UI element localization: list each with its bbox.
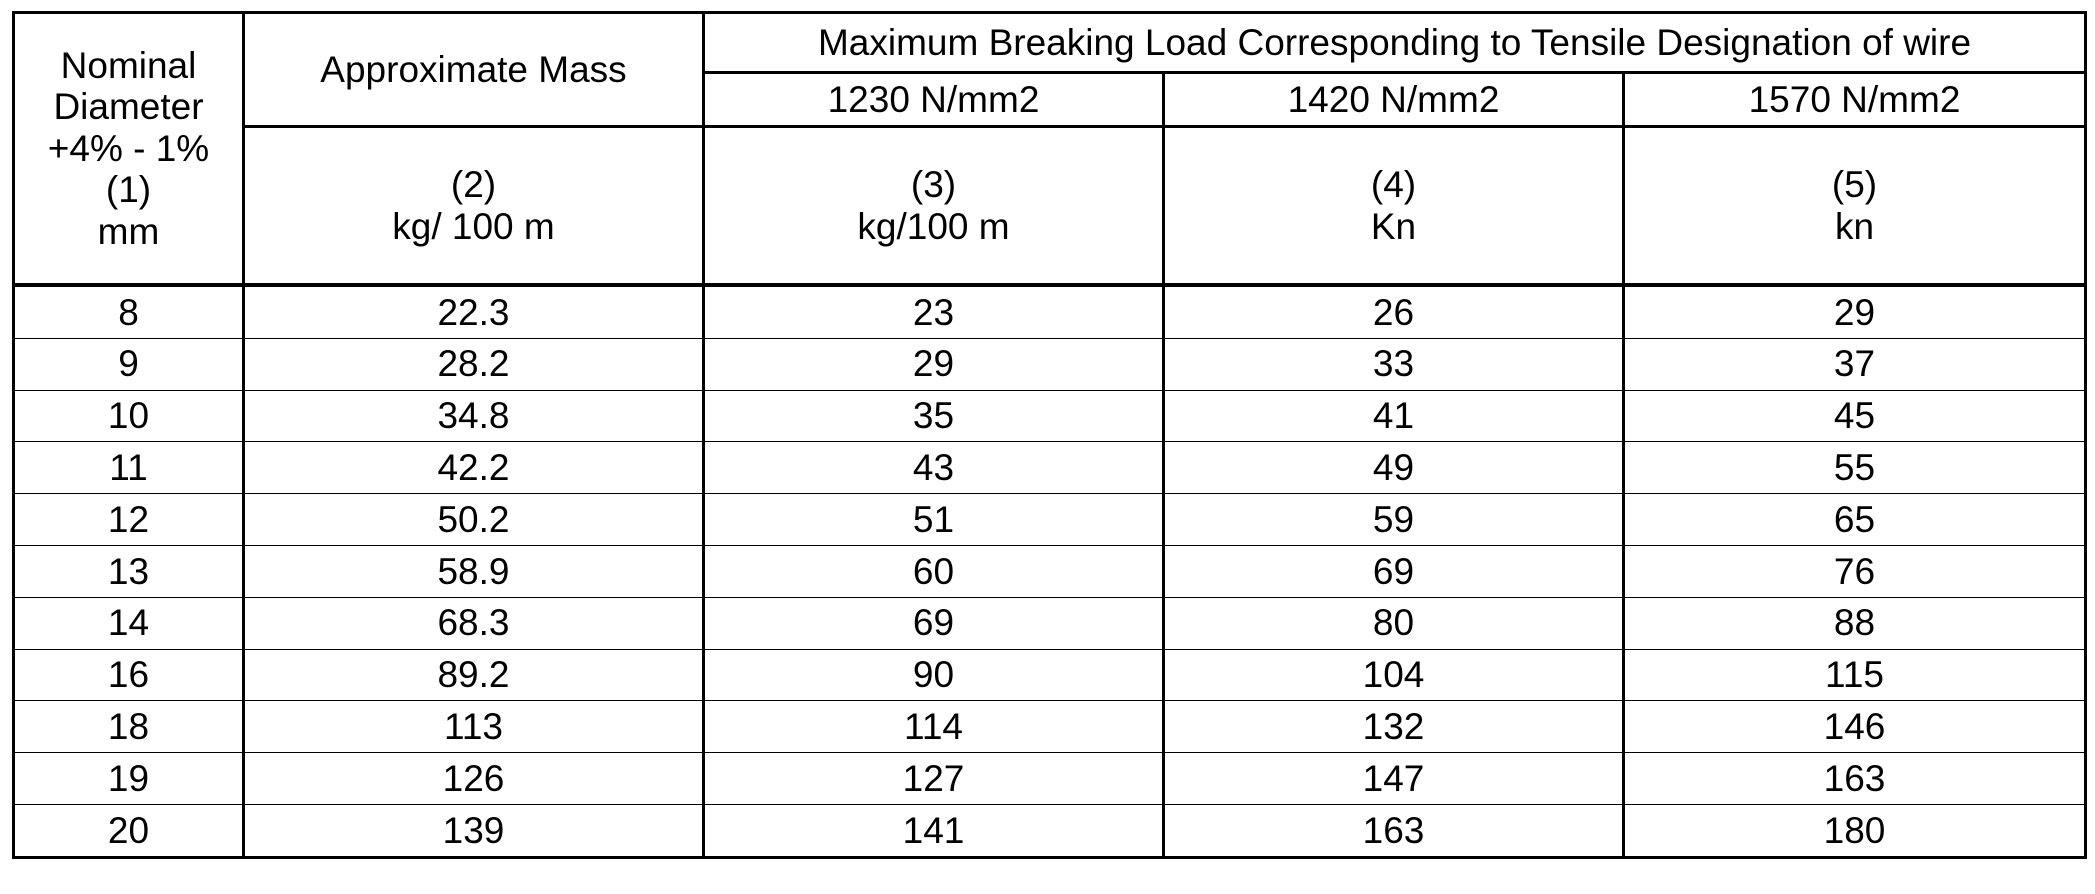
cell-load-1420: 59 (1162, 493, 1625, 546)
table-row: 13 58.9 60 69 76 (12, 544, 2088, 598)
cell-load-1420: 132 (1162, 700, 1625, 754)
header-col3-number: (3) (910, 164, 957, 206)
header-row-3: (2) kg/ 100 m (3) kg/100 m (4) Kn (5) kn (14, 125, 2088, 287)
cell-load-1570: 115 (1621, 648, 2088, 702)
header-grade-1420: 1420 N/mm2 (1162, 71, 1625, 128)
cell-diameter: 14 (12, 596, 245, 650)
header-row-2: 1230 N/mm2 1420 N/mm2 1570 N/mm2 (14, 71, 2088, 128)
cell-load-1570: 180 (1621, 803, 2088, 859)
cell-diameter: 18 (12, 700, 245, 754)
cell-mass: 139 (242, 803, 705, 859)
cell-load-1570: 146 (1621, 700, 2088, 754)
header-row-1: Nominal Diameter +4% - 1% (1) mm Approxi… (12, 11, 2088, 287)
cell-diameter: 9 (12, 337, 245, 391)
header-col2-unit: kg/ 100 m (392, 205, 555, 247)
cell-load-1420: 49 (1162, 441, 1625, 495)
cell-mass: 28.2 (242, 337, 705, 391)
header-col5-units: (5) kn (1621, 125, 2088, 287)
header-grade-1230: 1230 N/mm2 (702, 71, 1165, 128)
header-nominal-line-4: (1) (105, 169, 152, 211)
cell-load-1420: 163 (1162, 803, 1625, 859)
header-col4-number: (4) (1370, 164, 1417, 206)
cell-load-1420: 41 (1162, 389, 1625, 443)
cell-load-1420: 69 (1162, 544, 1625, 598)
cell-load-1420: 147 (1162, 752, 1625, 805)
cell-load-1570: 65 (1621, 493, 2088, 546)
cell-mass: 50.2 (242, 493, 705, 546)
header-col5-number: (5) (1831, 164, 1878, 206)
header-col3-units: (3) kg/100 m (702, 125, 1165, 287)
header-max-breaking-load: Maximum Breaking Load Corresponding to T… (701, 11, 2088, 74)
cell-load-1570: 45 (1621, 389, 2088, 443)
cell-load-1230: 23 (702, 282, 1165, 339)
cell-mass: 113 (242, 700, 705, 754)
header-nominal-line-1: Nominal (60, 44, 197, 86)
cell-load-1230: 69 (702, 596, 1165, 650)
table-row: 8 22.3 23 26 29 (12, 282, 2088, 339)
header-col2-units: (2) kg/ 100 m (242, 125, 705, 287)
header-nominal-line-3: +4% - 1% (47, 127, 210, 169)
table-row: 16 89.2 90 104 115 (12, 648, 2088, 702)
cell-mass: 22.3 (242, 282, 705, 339)
cell-diameter: 12 (12, 493, 245, 546)
table-row: 14 68.3 69 80 88 (12, 596, 2088, 650)
header-approximate-mass: Approximate Mass (242, 11, 705, 128)
table-row: 9 28.2 29 33 37 (12, 337, 2088, 391)
cell-load-1570: 163 (1621, 752, 2088, 805)
table-row: 18 113 114 132 146 (12, 700, 2088, 754)
cell-load-1570: 29 (1621, 282, 2088, 339)
table-row: 10 34.8 35 41 45 (12, 389, 2088, 443)
cell-load-1230: 90 (702, 648, 1165, 702)
header-grade-1570: 1570 N/mm2 (1621, 71, 2088, 128)
breaking-load-table: Nominal Diameter +4% - 1% (1) mm Approxi… (12, 11, 2088, 859)
cell-diameter: 20 (12, 803, 245, 859)
header-col5-unit: kn (1834, 205, 1875, 247)
cell-load-1230: 35 (702, 389, 1165, 443)
cell-load-1230: 51 (702, 493, 1165, 546)
cell-diameter: 16 (12, 648, 245, 702)
table-row: 19 126 127 147 163 (12, 752, 2088, 805)
cell-load-1420: 80 (1162, 596, 1625, 650)
cell-load-1230: 141 (702, 803, 1165, 859)
cell-mass: 89.2 (242, 648, 705, 702)
cell-diameter: 8 (12, 282, 245, 339)
cell-mass: 34.8 (242, 389, 705, 443)
table-container: Nominal Diameter +4% - 1% (1) mm Approxi… (12, 11, 2088, 859)
cell-diameter: 11 (12, 441, 245, 495)
header-col2-number: (2) (450, 164, 497, 206)
table-row: 12 50.2 51 59 65 (12, 493, 2088, 546)
cell-load-1420: 104 (1162, 648, 1625, 702)
cell-mass: 68.3 (242, 596, 705, 650)
cell-diameter: 13 (12, 544, 245, 598)
cell-load-1230: 29 (702, 337, 1165, 391)
header-col4-units: (4) Kn (1162, 125, 1625, 287)
cell-mass: 126 (242, 752, 705, 805)
cell-mass: 42.2 (242, 441, 705, 495)
header-nominal-diameter: Nominal Diameter +4% - 1% (1) mm (12, 11, 245, 287)
header-nominal-line-2: Diameter (53, 86, 204, 128)
cell-load-1230: 43 (702, 441, 1165, 495)
cell-load-1570: 37 (1621, 337, 2088, 391)
cell-load-1230: 114 (702, 700, 1165, 754)
cell-load-1420: 33 (1162, 337, 1625, 391)
cell-load-1230: 60 (702, 544, 1165, 598)
header-col3-unit: kg/100 m (857, 205, 1010, 247)
table-row: 11 42.2 43 49 55 (12, 441, 2088, 495)
cell-diameter: 19 (12, 752, 245, 805)
cell-load-1570: 55 (1621, 441, 2088, 495)
cell-mass: 58.9 (242, 544, 705, 598)
cell-load-1570: 88 (1621, 596, 2088, 650)
cell-load-1570: 76 (1621, 544, 2088, 598)
cell-load-1230: 127 (702, 752, 1165, 805)
cell-load-1420: 26 (1162, 282, 1625, 339)
header-col4-unit: Kn (1370, 205, 1417, 247)
header-nominal-line-5: mm (97, 210, 160, 252)
table-row: 20 139 141 163 180 (12, 803, 2088, 859)
cell-diameter: 10 (12, 389, 245, 443)
